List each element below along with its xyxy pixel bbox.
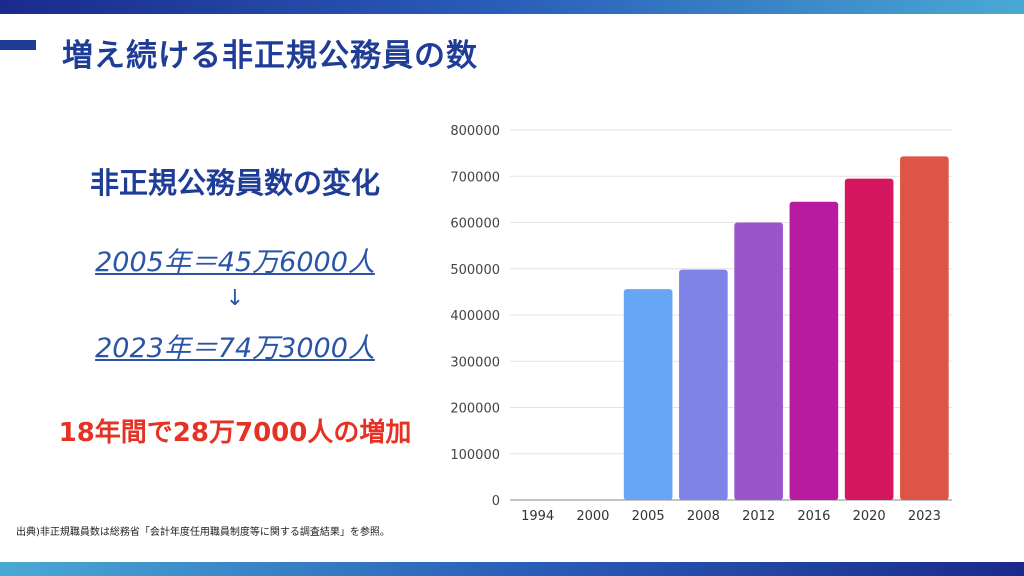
bar-2005 [623, 289, 673, 500]
x-tick-label-2012: 2012 [742, 509, 775, 524]
x-tick-label-2023: 2023 [908, 509, 941, 524]
stat-2023: 2023年＝74万3000人 [95, 333, 375, 364]
y-tick-label: 600000 [450, 217, 500, 232]
y-tick-label: 0 [492, 494, 500, 509]
title-accent-bar [0, 40, 36, 50]
x-tick-label-2008: 2008 [687, 509, 720, 524]
x-tick-label-2020: 2020 [853, 509, 886, 524]
y-tick-label: 400000 [450, 309, 500, 324]
source-note: 出典)非正規職員数は総務省「会計年度任用職員制度等に関する調査結果」を参照。 [16, 527, 390, 538]
down-arrow-icon: ↓ [225, 286, 245, 311]
x-tick-label-1994: 1994 [521, 509, 554, 524]
page-title: 増え続ける非正規公務員の数 [62, 38, 478, 74]
x-tick-label-2005: 2005 [632, 509, 665, 524]
bar-chart: 0 100000 200000 300000 400000 500000 600000 700… [450, 124, 952, 524]
y-tick-label: 200000 [450, 402, 500, 417]
bar-2020 [844, 178, 894, 500]
y-tick-label: 100000 [450, 448, 500, 463]
x-tick-label-2000: 2000 [576, 509, 609, 524]
increase-note: 18年間で28万7000人の増加 [58, 418, 412, 448]
y-tick-label: 300000 [450, 355, 500, 370]
bar-2016 [789, 201, 839, 500]
section-subtitle: 非正規公務員数の変化 [89, 166, 380, 200]
bar-2012 [734, 222, 783, 500]
y-tick-label: 700000 [450, 170, 500, 185]
y-tick-label: 500000 [450, 263, 500, 278]
bar-2008 [679, 269, 728, 500]
top-gradient-band [0, 0, 1024, 14]
y-tick-label: 800000 [450, 124, 500, 139]
x-tick-label-2016: 2016 [797, 509, 830, 524]
bottom-gradient-band [0, 562, 1024, 576]
stat-2005: 2005年＝45万6000人 [95, 247, 375, 278]
bar-2023 [900, 156, 949, 501]
